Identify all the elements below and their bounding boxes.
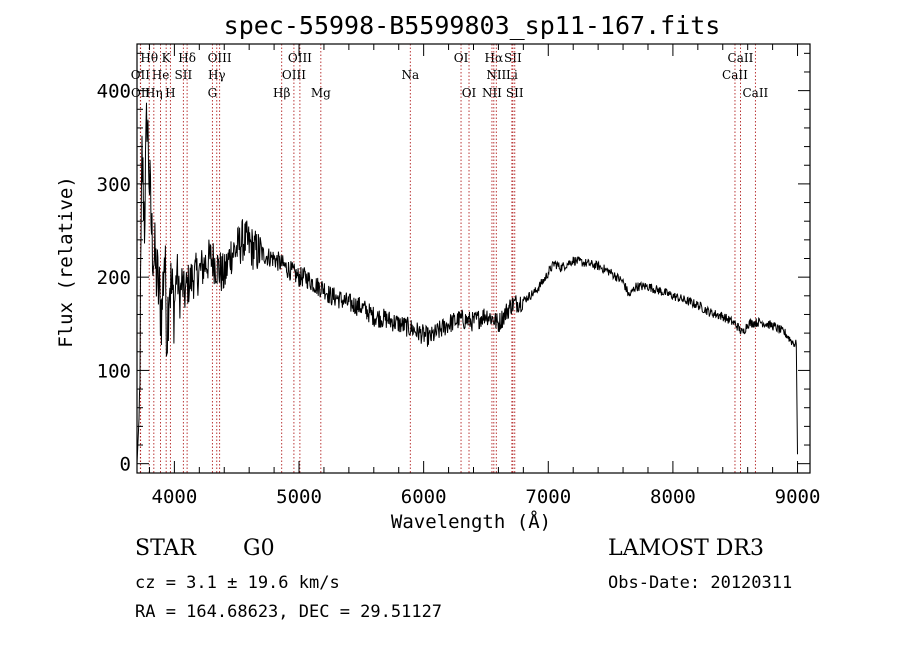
x-tick-label: 6000 xyxy=(401,486,447,508)
series-layer xyxy=(136,102,798,464)
spectral-line-label: Li xyxy=(506,68,518,82)
spectral-line-label: OII xyxy=(131,86,151,100)
y-axis-label: Flux (relative) xyxy=(55,176,77,348)
spectral-line-label: NII xyxy=(482,86,502,100)
spectral-line-label: CaII xyxy=(742,86,768,100)
x-tick-label: 7000 xyxy=(525,486,571,508)
ticks-layer: 4000 5000 6000 7000 8000 9000 0 100 200 300 400 xyxy=(97,44,821,508)
x-tick-label: 4000 xyxy=(152,486,198,508)
spectral-line-label: OIII xyxy=(282,68,306,82)
spectral-line-label: SII xyxy=(504,51,522,65)
plot-frame xyxy=(136,43,811,474)
y-tick-label: 100 xyxy=(97,360,131,382)
spectral-line-label: H xyxy=(165,86,175,100)
coordinates: RA = 164.68623, DEC = 29.51127 xyxy=(135,602,443,622)
x-axis-label: Wavelength (Å) xyxy=(391,510,551,533)
spectral-line-label: Mg xyxy=(311,86,331,100)
y-tick-label: 400 xyxy=(97,81,131,103)
spectral-line-label: Hγ xyxy=(208,68,226,82)
spectral-line-label: He xyxy=(152,68,170,82)
chart-title: spec-55998-B5599803_sp11-167.fits xyxy=(224,11,721,40)
object-class: STAR xyxy=(135,536,196,561)
x-tick-label: 9000 xyxy=(775,486,821,508)
spectral-line-label: OI xyxy=(462,86,477,100)
x-tick-label: 8000 xyxy=(650,486,696,508)
spectral-line-label: K xyxy=(162,51,172,65)
spectral-line-label: SII xyxy=(506,86,524,100)
spectral-line-label: Na xyxy=(401,68,419,82)
spectral-line-label: OII xyxy=(131,68,151,82)
spectral-line-label: OI xyxy=(454,51,469,65)
obs-date: Obs-Date: 20120311 xyxy=(608,573,793,593)
x-tick-label: 5000 xyxy=(276,486,322,508)
spectral-line-label: Hθ xyxy=(140,51,158,65)
y-tick-label: 0 xyxy=(120,454,131,476)
y-tick-label: 200 xyxy=(97,267,131,289)
spectral-line-label: OIII xyxy=(208,51,232,65)
spectral-line-label: Hα xyxy=(485,51,504,65)
spectral-line-label: NII xyxy=(486,68,506,82)
spectral-line-label: Hη xyxy=(145,86,163,100)
redshift-text: cz = 3.1 ± 19.6 km/s xyxy=(135,573,340,593)
spectral-line-label: OIII xyxy=(288,51,312,65)
subclass: G0 xyxy=(243,536,275,561)
spectral-line-label: SII xyxy=(175,68,193,82)
y-tick-label: 300 xyxy=(97,174,131,196)
spectral-line-label: CaII xyxy=(722,68,748,82)
spectral-line-label: G xyxy=(208,86,218,100)
survey-name: LAMOST DR3 xyxy=(608,536,764,561)
spectrum-line xyxy=(136,102,798,464)
spectral-line-label: Hβ xyxy=(273,86,290,100)
spectral-line-label: CaII xyxy=(728,51,754,65)
spectral-line-label: Hδ xyxy=(178,51,196,65)
